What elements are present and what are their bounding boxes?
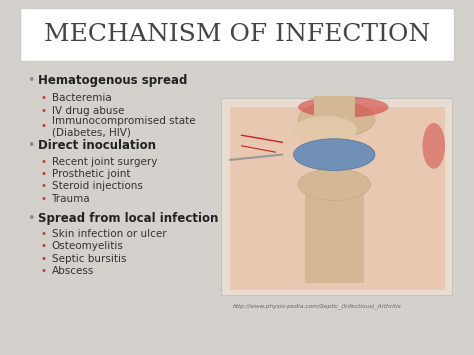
- Ellipse shape: [298, 169, 371, 200]
- FancyBboxPatch shape: [20, 65, 454, 346]
- Text: Trauma: Trauma: [52, 193, 90, 204]
- Text: Hematogenous spread: Hematogenous spread: [38, 74, 187, 87]
- Text: •: •: [40, 229, 46, 239]
- Polygon shape: [314, 97, 355, 121]
- Text: http://www.physio-pedia.com/Septic_(Infectious)_Arthritis: http://www.physio-pedia.com/Septic_(Infe…: [232, 303, 401, 309]
- Ellipse shape: [422, 123, 445, 169]
- Text: Recent joint surgery: Recent joint surgery: [52, 157, 157, 166]
- Text: •: •: [40, 241, 46, 251]
- Text: •: •: [40, 121, 46, 131]
- FancyBboxPatch shape: [221, 98, 452, 295]
- Polygon shape: [305, 192, 364, 283]
- Text: •: •: [27, 139, 34, 152]
- Text: Steroid injections: Steroid injections: [52, 181, 142, 191]
- Text: •: •: [27, 74, 34, 87]
- Text: •: •: [40, 266, 46, 276]
- Text: Direct inoculation: Direct inoculation: [38, 139, 156, 152]
- Text: IV drug abuse: IV drug abuse: [52, 105, 124, 116]
- Text: Abscess: Abscess: [52, 266, 94, 276]
- Ellipse shape: [298, 102, 375, 137]
- Text: •: •: [40, 253, 46, 263]
- Ellipse shape: [293, 139, 375, 170]
- Text: •: •: [40, 193, 46, 204]
- Polygon shape: [230, 107, 445, 290]
- Text: Prosthetic joint: Prosthetic joint: [52, 169, 130, 179]
- Text: MECHANISM OF INFECTION: MECHANISM OF INFECTION: [44, 23, 430, 47]
- Text: •: •: [40, 93, 46, 103]
- Text: •: •: [40, 157, 46, 166]
- Text: •: •: [40, 181, 46, 191]
- FancyBboxPatch shape: [20, 9, 454, 61]
- Ellipse shape: [293, 116, 357, 144]
- Text: Bacteremia: Bacteremia: [52, 93, 111, 103]
- Text: Skin infection or ulcer: Skin infection or ulcer: [52, 229, 166, 239]
- Text: Septic bursitis: Septic bursitis: [52, 253, 126, 263]
- Ellipse shape: [298, 97, 389, 118]
- Text: Osteomyelitis: Osteomyelitis: [52, 241, 123, 251]
- Text: •: •: [27, 212, 34, 224]
- Text: •: •: [40, 105, 46, 116]
- Text: •: •: [40, 169, 46, 179]
- Text: Immunocompromised state
(Diabetes, HIV): Immunocompromised state (Diabetes, HIV): [52, 116, 195, 137]
- Text: Spread from local infection: Spread from local infection: [38, 212, 219, 224]
